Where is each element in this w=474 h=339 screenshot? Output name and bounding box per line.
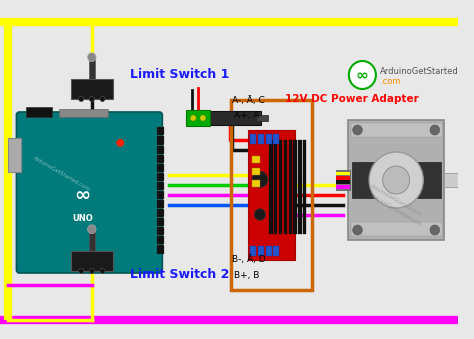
Text: .com: .com bbox=[380, 77, 400, 85]
Bar bbox=[274, 140, 277, 234]
Bar bbox=[231, 100, 312, 290]
Bar bbox=[156, 227, 164, 235]
Bar bbox=[256, 115, 268, 121]
Bar bbox=[258, 134, 264, 144]
Bar bbox=[279, 140, 282, 234]
Bar bbox=[208, 111, 261, 125]
Text: ArduinoGetStarted.com: ArduinoGetStarted.com bbox=[370, 193, 423, 227]
Bar bbox=[156, 127, 164, 136]
Bar bbox=[252, 168, 260, 175]
Bar bbox=[250, 246, 256, 256]
Text: ArduinoGetStarted.com: ArduinoGetStarted.com bbox=[370, 183, 423, 217]
Bar bbox=[336, 180, 350, 184]
Circle shape bbox=[255, 209, 265, 220]
Circle shape bbox=[88, 225, 96, 234]
Bar bbox=[156, 155, 164, 163]
Circle shape bbox=[79, 268, 84, 274]
Bar bbox=[445, 173, 466, 187]
Bar bbox=[248, 130, 295, 260]
Text: ∞: ∞ bbox=[74, 186, 91, 205]
Text: A+, A: A+, A bbox=[234, 111, 259, 120]
Bar bbox=[298, 140, 301, 234]
Bar bbox=[266, 134, 272, 144]
Bar bbox=[156, 209, 164, 217]
Text: ArduinoGetStarted.com: ArduinoGetStarted.com bbox=[32, 156, 91, 192]
Bar bbox=[303, 140, 306, 234]
Bar bbox=[156, 218, 164, 226]
Bar bbox=[156, 182, 164, 190]
Circle shape bbox=[383, 166, 410, 194]
Circle shape bbox=[430, 125, 440, 135]
Bar bbox=[269, 140, 273, 234]
Bar bbox=[156, 245, 164, 254]
Circle shape bbox=[353, 225, 362, 235]
Circle shape bbox=[79, 96, 84, 102]
Text: Limit Switch 1: Limit Switch 1 bbox=[130, 68, 230, 81]
Bar bbox=[156, 191, 164, 199]
Bar bbox=[352, 162, 441, 198]
Bar bbox=[186, 110, 210, 126]
Text: ArduinoGetStarted: ArduinoGetStarted bbox=[380, 66, 458, 76]
Bar bbox=[89, 57, 95, 79]
Bar bbox=[59, 109, 108, 117]
Bar bbox=[252, 156, 260, 163]
Bar bbox=[71, 79, 113, 99]
Circle shape bbox=[191, 115, 196, 121]
Bar bbox=[8, 138, 21, 172]
Bar bbox=[156, 200, 164, 208]
Bar bbox=[156, 164, 164, 172]
Bar bbox=[156, 145, 164, 154]
Circle shape bbox=[349, 61, 376, 89]
Bar bbox=[336, 185, 350, 189]
Text: Limit Switch 2: Limit Switch 2 bbox=[130, 268, 230, 281]
Circle shape bbox=[89, 268, 94, 274]
Circle shape bbox=[89, 96, 94, 102]
Bar bbox=[27, 107, 52, 117]
Bar bbox=[351, 123, 442, 137]
Bar bbox=[71, 251, 113, 271]
Bar bbox=[336, 171, 350, 190]
FancyBboxPatch shape bbox=[17, 112, 162, 273]
Bar bbox=[336, 172, 350, 176]
Circle shape bbox=[430, 225, 440, 235]
Bar bbox=[266, 246, 272, 256]
Text: B-, Ā, D: B-, Ā, D bbox=[232, 255, 265, 264]
Bar bbox=[252, 180, 260, 187]
Circle shape bbox=[353, 125, 362, 135]
Circle shape bbox=[116, 139, 124, 147]
Bar bbox=[258, 246, 264, 256]
Bar bbox=[156, 137, 164, 144]
Circle shape bbox=[200, 115, 206, 121]
Text: A-, Ā, C: A-, Ā, C bbox=[232, 96, 264, 105]
Circle shape bbox=[88, 53, 96, 62]
Bar bbox=[348, 120, 445, 240]
Bar bbox=[156, 173, 164, 181]
Bar bbox=[289, 140, 292, 234]
Bar bbox=[250, 134, 256, 144]
Circle shape bbox=[369, 152, 423, 208]
Bar bbox=[273, 134, 279, 144]
Circle shape bbox=[252, 171, 268, 187]
Bar bbox=[293, 140, 297, 234]
Bar bbox=[336, 176, 350, 180]
Text: 12V DC Power Adapter: 12V DC Power Adapter bbox=[285, 94, 419, 104]
Circle shape bbox=[100, 268, 105, 274]
Text: ∞: ∞ bbox=[356, 67, 369, 82]
Bar bbox=[89, 229, 95, 251]
Text: B+, B: B+, B bbox=[234, 271, 259, 280]
Bar bbox=[273, 246, 279, 256]
Circle shape bbox=[100, 96, 105, 102]
Bar bbox=[351, 222, 442, 236]
Bar bbox=[156, 236, 164, 244]
Bar bbox=[284, 140, 287, 234]
Text: UNO: UNO bbox=[72, 214, 93, 223]
